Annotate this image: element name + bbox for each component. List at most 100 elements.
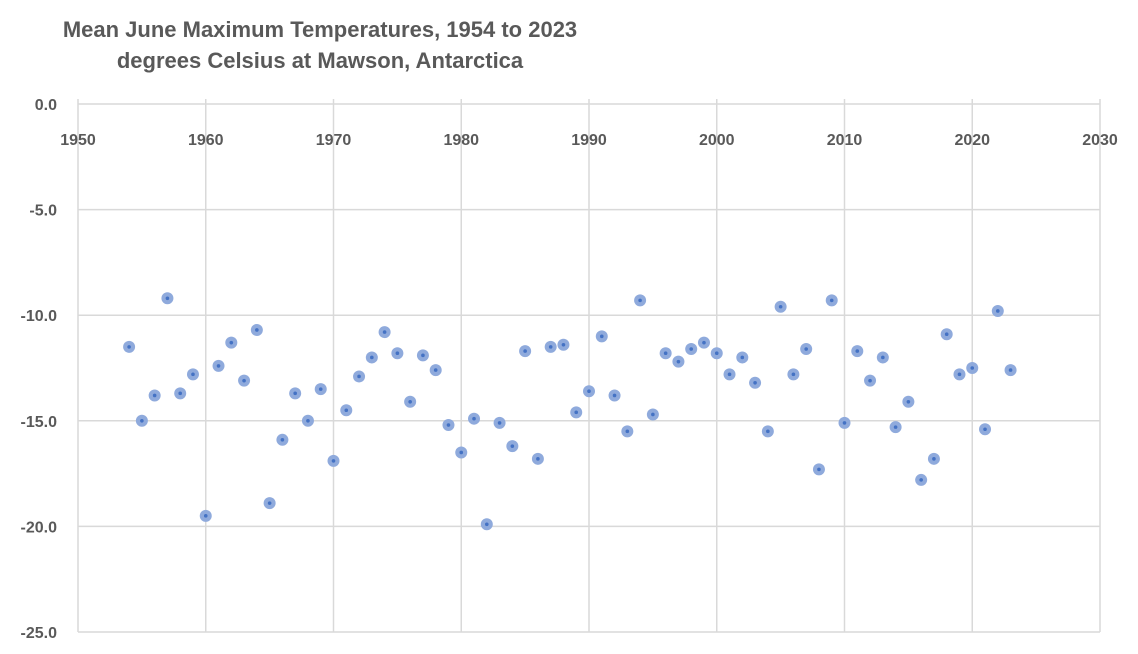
data-point-center [497, 421, 502, 425]
data-point-center [855, 349, 860, 353]
data-point [825, 294, 838, 307]
data-point [736, 351, 749, 364]
data-point [812, 463, 825, 476]
x-tick-label: 2020 [954, 132, 990, 149]
y-tick-label: -5.0 [29, 203, 57, 220]
data-point [353, 370, 366, 383]
data-point-center [395, 351, 400, 356]
x-tick-label: 1950 [60, 132, 96, 149]
data-point [800, 342, 813, 355]
data-point-center [804, 347, 808, 351]
y-tick-label: -10.0 [21, 308, 58, 325]
data-point [966, 362, 979, 374]
data-point-center [817, 467, 821, 472]
data-point [416, 349, 429, 362]
data-point-center [651, 412, 655, 417]
data-point-center [702, 340, 706, 345]
data-point [761, 425, 774, 438]
x-tick-label: 1990 [571, 132, 607, 149]
data-point [340, 404, 353, 417]
data-point-center [140, 419, 144, 423]
x-tick-label: 2030 [1082, 132, 1118, 149]
data-point-center [165, 296, 170, 301]
gridlines [78, 104, 1101, 633]
data-point-center [293, 391, 297, 396]
data-point [404, 395, 417, 408]
data-point-center [842, 421, 847, 425]
data-point [301, 414, 314, 427]
data-point-center [996, 309, 1000, 313]
data-point [583, 385, 595, 398]
data-point-center [280, 438, 285, 442]
data-point-center [152, 393, 157, 398]
data-point [787, 368, 800, 381]
data-point-center [599, 334, 604, 339]
data-point [314, 383, 327, 396]
x-tick-label: 2010 [827, 132, 863, 149]
data-point [186, 368, 199, 381]
data-point [135, 414, 148, 427]
data-point [1004, 364, 1017, 377]
data-point [531, 452, 544, 465]
data-point [659, 347, 672, 360]
data-point [889, 421, 902, 434]
data-point-center [178, 391, 182, 396]
data-point-center [919, 478, 923, 482]
data-point-center [408, 399, 412, 404]
data-point-center [548, 345, 553, 349]
data-point [672, 355, 685, 368]
data-point-center [689, 347, 693, 351]
data-point-center [983, 427, 987, 432]
data-point [225, 336, 238, 349]
data-point [289, 387, 302, 400]
tick-labels: 1950 1960 1970 1980 1990 2000 2010 2020 2030 0.0 -… [21, 97, 1118, 642]
data-point [123, 340, 136, 353]
data-point-center [574, 410, 579, 415]
data-point [608, 389, 621, 402]
data-point-center [881, 355, 885, 360]
data-point [429, 364, 442, 377]
data-point [263, 497, 276, 510]
data-point-center [536, 457, 540, 461]
data-point-center [970, 366, 975, 370]
data-point-center [791, 372, 796, 377]
data-point-center [510, 444, 515, 448]
data-point-center [344, 408, 349, 413]
x-tick-label: 1960 [188, 132, 224, 149]
data-point-center [191, 372, 195, 377]
data-point [378, 326, 391, 339]
data-point-center [676, 359, 681, 364]
data-point-center [127, 345, 131, 349]
data-point-center [753, 380, 757, 385]
y-tick-label: -20.0 [21, 519, 58, 536]
data-point [621, 425, 634, 438]
data-point [646, 408, 659, 421]
axes [77, 99, 1101, 632]
data-point-center [485, 522, 489, 527]
data-point-center [944, 332, 949, 337]
data-point [595, 330, 608, 343]
data-point [864, 374, 877, 387]
data-point-center [1008, 368, 1013, 372]
data-point [851, 345, 864, 358]
x-tick-label: 1970 [316, 132, 352, 149]
data-point-center [561, 342, 566, 347]
data-point-center [242, 378, 246, 383]
data-point [148, 389, 161, 402]
data-point-center [957, 372, 962, 377]
data-point [838, 416, 851, 429]
data-point-center [727, 372, 732, 377]
data-point-center [357, 374, 361, 379]
y-tick-label: -15.0 [21, 414, 58, 431]
data-point-center [932, 457, 936, 461]
data-point-center [740, 355, 745, 360]
data-point [480, 518, 493, 531]
data-point [557, 338, 570, 351]
data-point [391, 347, 404, 360]
data-point [927, 452, 940, 465]
data-point-center [625, 429, 630, 434]
data-point [174, 387, 187, 400]
y-tick-label: -25.0 [21, 625, 58, 642]
data-point-center [906, 399, 911, 404]
data-point-center [893, 425, 898, 429]
